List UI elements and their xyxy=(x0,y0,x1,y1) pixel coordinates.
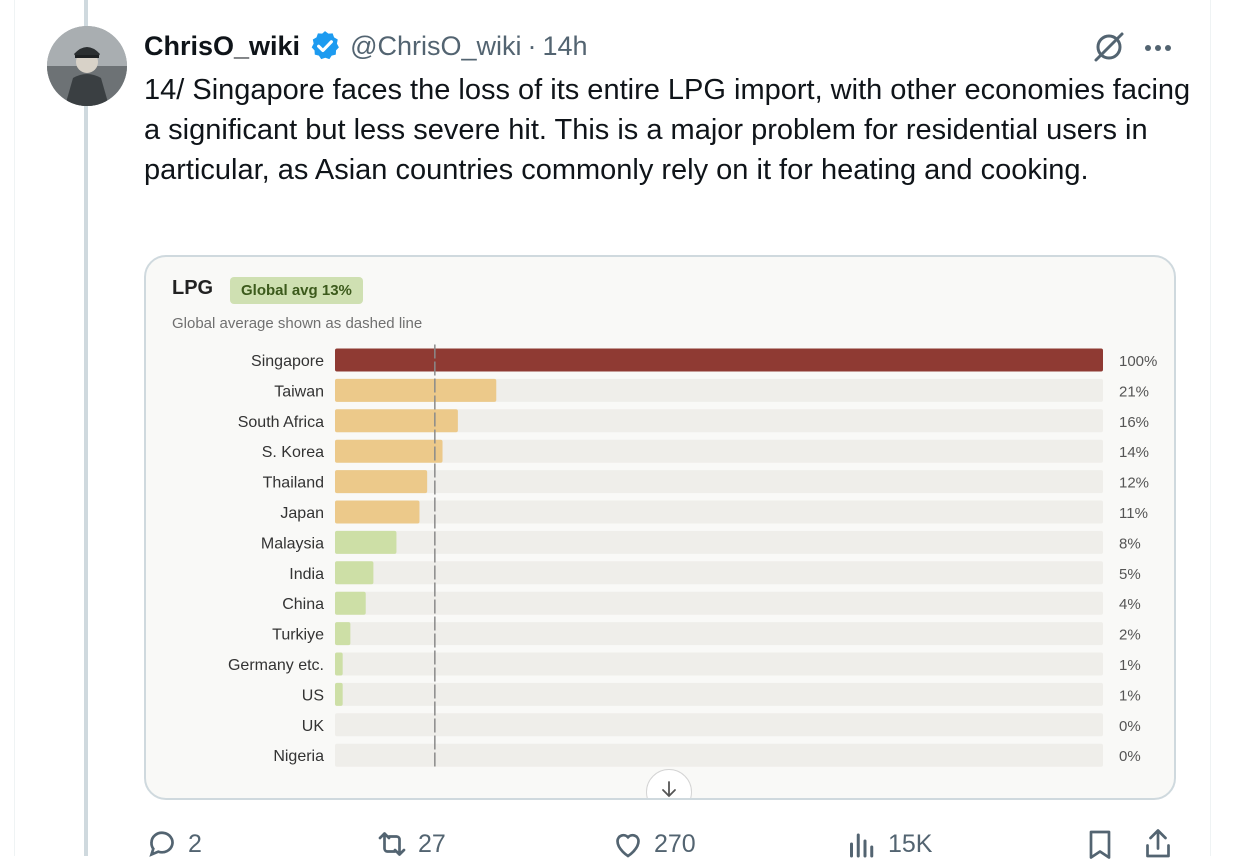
bar-track xyxy=(335,743,1103,767)
value-label: 1% xyxy=(1119,657,1141,674)
bar xyxy=(335,409,458,433)
header-separator: · xyxy=(527,30,537,61)
value-label: 16% xyxy=(1119,414,1149,431)
card-subtitle: Global average shown as dashed line xyxy=(172,315,423,332)
timeline-right-border xyxy=(1210,0,1211,856)
author-handle[interactable]: @ChrisO_wiki xyxy=(350,30,522,61)
value-label: 8% xyxy=(1119,535,1141,552)
category-label: US xyxy=(302,687,324,704)
bar xyxy=(335,348,1103,372)
value-label: 1% xyxy=(1119,687,1141,704)
author-name[interactable]: ChrisO_wiki xyxy=(144,30,301,61)
bar-track xyxy=(335,561,1103,585)
value-label: 0% xyxy=(1119,718,1141,735)
category-label: South Africa xyxy=(238,414,324,431)
thread-connector-line xyxy=(84,0,88,856)
value-label: 11% xyxy=(1119,505,1148,522)
bar-track xyxy=(335,682,1103,706)
reply-count: 2 xyxy=(188,829,202,858)
timeline-left-border xyxy=(14,0,15,856)
bar-track xyxy=(335,470,1103,494)
like-button[interactable]: 270 xyxy=(610,826,696,862)
global-avg-badge: Global avg 13% xyxy=(230,277,363,304)
bar-track xyxy=(335,591,1103,615)
value-label: 12% xyxy=(1119,475,1149,492)
value-label: 14% xyxy=(1119,444,1149,461)
bar xyxy=(335,561,374,585)
bar-track xyxy=(335,622,1103,646)
bar-track xyxy=(335,378,1103,402)
bar-track xyxy=(335,409,1103,433)
avatar[interactable] xyxy=(47,26,127,106)
tweet-text: 14/ Singapore faces the loss of its enti… xyxy=(144,74,1191,186)
bar xyxy=(335,378,497,402)
value-label: 100% xyxy=(1119,353,1157,370)
bar-track xyxy=(335,530,1103,554)
category-label: Nigeria xyxy=(273,748,324,765)
tweet-header: ChrisO_wiki @ChrisO_wiki · 14h xyxy=(144,26,588,66)
category-label: India xyxy=(289,566,324,583)
bar-track xyxy=(335,652,1103,676)
category-label: Singapore xyxy=(251,353,324,370)
category-label: Germany etc. xyxy=(228,657,324,674)
more-icon[interactable] xyxy=(1140,30,1176,66)
bar xyxy=(335,591,366,615)
grok-icon[interactable] xyxy=(1090,28,1128,66)
chart-card[interactable]: LPG Global avg 13% Global average shown … xyxy=(144,255,1176,800)
lpg-bar-chart: Singapore 100% Taiwan 21% South Africa 16% S. … xyxy=(228,344,1157,769)
reply-button[interactable]: 2 xyxy=(144,826,202,862)
bar xyxy=(335,439,443,463)
share-icon xyxy=(1146,829,1170,858)
arrow-down-icon xyxy=(662,781,676,798)
like-count: 270 xyxy=(654,829,696,858)
views-icon xyxy=(850,833,874,858)
like-icon xyxy=(616,833,640,858)
category-label: China xyxy=(282,596,324,613)
value-label: 4% xyxy=(1119,596,1141,613)
bar-track xyxy=(335,439,1103,463)
card-title: LPG xyxy=(172,277,214,299)
repost-count: 27 xyxy=(418,829,446,858)
category-label: Japan xyxy=(280,505,324,522)
value-label: 21% xyxy=(1119,383,1149,400)
bar xyxy=(335,470,428,494)
category-label: Turkiye xyxy=(272,627,324,644)
view-count: 15K xyxy=(888,829,933,858)
bar xyxy=(335,500,420,524)
value-label: 2% xyxy=(1119,627,1141,644)
value-label: 5% xyxy=(1119,566,1141,583)
bar-track xyxy=(335,713,1103,737)
category-label: Thailand xyxy=(263,475,324,492)
value-label: 0% xyxy=(1119,748,1141,765)
reply-icon xyxy=(149,831,174,857)
bar xyxy=(335,652,343,676)
bar-track xyxy=(335,500,1103,524)
repost-button[interactable]: 27 xyxy=(374,826,446,862)
share-button[interactable] xyxy=(1140,826,1176,862)
category-label: Malaysia xyxy=(261,535,324,552)
bar xyxy=(335,622,351,646)
tweet-actions: 2 27 270 15K xyxy=(144,826,1184,866)
repost-icon xyxy=(378,832,406,856)
verified-badge-icon xyxy=(308,29,342,63)
tweet-timestamp[interactable]: 14h xyxy=(542,30,588,61)
views-button[interactable]: 15K xyxy=(844,826,932,862)
bar xyxy=(335,530,397,554)
bookmark-icon xyxy=(1089,830,1111,859)
bookmark-button[interactable] xyxy=(1082,826,1118,862)
category-label: S. Korea xyxy=(262,444,324,461)
category-label: Taiwan xyxy=(274,383,324,400)
category-label: UK xyxy=(302,718,325,735)
bar xyxy=(335,682,343,706)
